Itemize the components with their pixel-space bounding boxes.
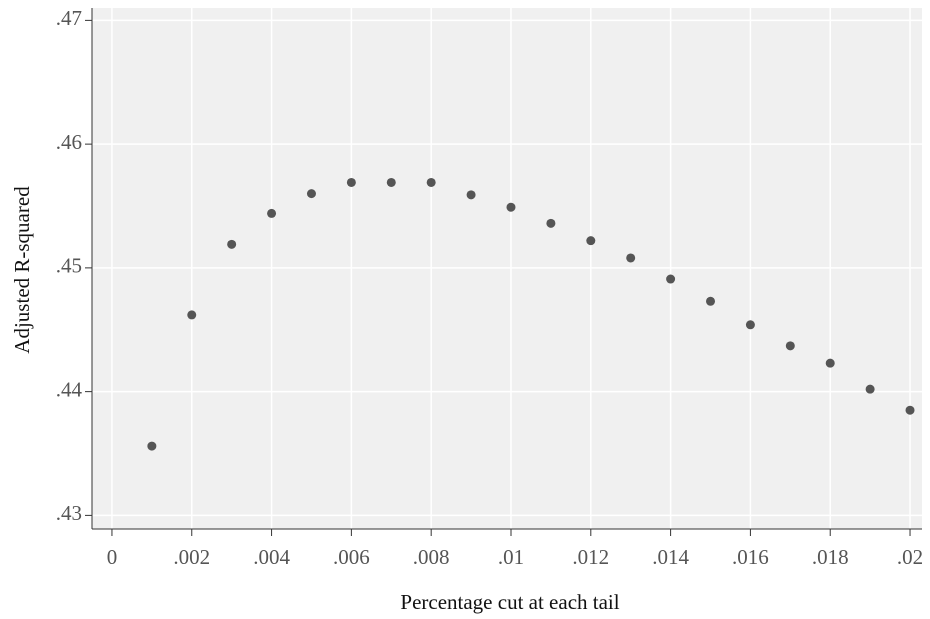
y-tick-label: .46 (56, 130, 82, 154)
point (267, 208, 277, 218)
point (626, 253, 636, 263)
x-tick-label: .014 (652, 545, 689, 569)
y-axis-title: Adjusted R-squared (10, 186, 34, 354)
x-tick-label: .02 (897, 545, 923, 569)
point (227, 239, 237, 249)
point (386, 177, 396, 187)
point (905, 405, 915, 415)
point (147, 441, 157, 451)
point (346, 177, 356, 187)
point (426, 177, 436, 187)
point (187, 310, 197, 320)
x-axis-title: Percentage cut at each tail (400, 590, 619, 614)
x-tick-label: .002 (173, 545, 210, 569)
point (306, 189, 316, 199)
point (745, 320, 755, 330)
y-tick-label: .44 (56, 377, 83, 401)
x-tick-label: .004 (253, 545, 290, 569)
point (506, 202, 516, 212)
point (546, 218, 556, 228)
x-tick-label: .018 (812, 545, 849, 569)
y-tick-label: .45 (56, 254, 82, 278)
point (706, 296, 716, 306)
point (586, 236, 596, 246)
point (666, 274, 676, 284)
x-tick-label: 0 (107, 545, 118, 569)
x-tick-label: .01 (498, 545, 524, 569)
point (785, 341, 795, 351)
x-tick-label: .012 (572, 545, 609, 569)
x-tick-label: .008 (413, 545, 450, 569)
point (825, 358, 835, 368)
point (466, 190, 476, 200)
point (865, 384, 875, 394)
x-tick-label: .006 (333, 545, 370, 569)
x-tick-label: .016 (732, 545, 769, 569)
y-tick-label: .43 (56, 501, 82, 525)
y-tick-label: .47 (56, 6, 82, 30)
